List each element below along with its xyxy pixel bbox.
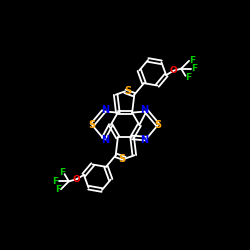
Text: O: O (73, 175, 80, 184)
Text: F: F (55, 185, 61, 194)
Text: F: F (59, 168, 65, 177)
Text: N: N (140, 135, 148, 145)
Text: F: F (189, 56, 195, 65)
Text: N: N (102, 105, 110, 115)
Text: N: N (102, 135, 110, 145)
Text: F: F (52, 177, 59, 186)
Text: F: F (191, 64, 198, 73)
Text: S: S (124, 86, 132, 96)
Text: S: S (154, 120, 162, 130)
Text: S: S (118, 154, 126, 164)
Text: S: S (88, 120, 96, 130)
Text: O: O (170, 66, 177, 75)
Text: F: F (185, 73, 191, 82)
Text: N: N (140, 105, 148, 115)
